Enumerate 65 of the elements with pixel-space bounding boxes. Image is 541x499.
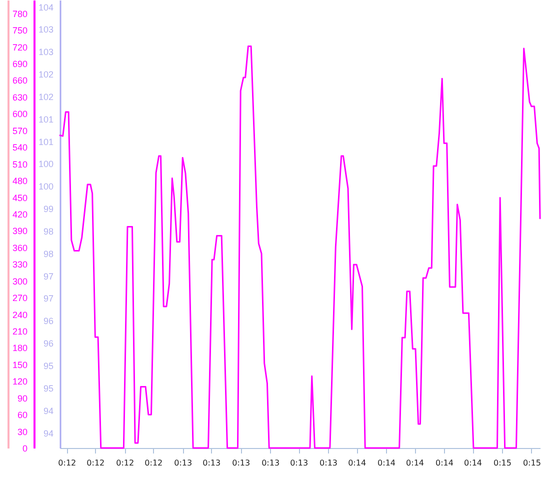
y-tick-label: 240 [12, 310, 28, 320]
y-tick-label: 330 [12, 260, 28, 270]
y-tick-label: 600 [12, 109, 28, 120]
y-tick-label: 120 [12, 376, 28, 387]
y-tick-label: 750 [12, 26, 28, 36]
y-tick-label: 720 [12, 42, 28, 52]
x-tick-label: 0:12 [58, 458, 76, 468]
y-tick-label: 150 [12, 360, 28, 370]
y2-tick-label: 94 [43, 428, 54, 438]
y2-tick-label: 101 [38, 136, 54, 147]
y-tick-label: 450 [12, 192, 28, 203]
y2-tick-label: 98 [43, 248, 54, 259]
y-tick-label: 570 [12, 126, 28, 136]
y2-tick-label: 94 [43, 406, 54, 416]
x-tick-label: 0:14 [406, 458, 424, 468]
y-tick-label: 300 [12, 276, 28, 286]
y2-tick-label: 101 [38, 114, 54, 124]
x-tick-label: 0:13 [202, 458, 221, 468]
y2-tick-label: 96 [43, 316, 54, 326]
x-tick-label: 0:14 [436, 458, 454, 468]
x-tick-label: 0:15 [493, 458, 512, 468]
x-tick-label: 0:14 [348, 458, 366, 468]
y2-tick-label: 95 [43, 383, 54, 394]
y2-tick-label: 102 [38, 70, 54, 80]
y-tick-label: 510 [12, 159, 28, 170]
y-tick-label: 360 [12, 242, 28, 253]
y-tick-label: 420 [12, 209, 28, 220]
y2-tick-label: 104 [38, 2, 54, 12]
y-tick-label: 0 [22, 444, 28, 454]
y-tick-label: 690 [12, 59, 28, 70]
x-tick-label: 0:13 [262, 458, 280, 468]
x-tick-label: 0:14 [378, 458, 396, 468]
y2-tick-label: 103 [38, 24, 54, 35]
y2-tick-label: 96 [43, 338, 54, 349]
y-tick-label: 60 [17, 410, 28, 420]
x-tick-label: 0:12 [86, 458, 105, 468]
y-tick-label: 780 [12, 8, 28, 19]
y2-tick-label: 99 [43, 204, 54, 214]
y-tick-label: 480 [12, 176, 28, 186]
y2-tick-label: 97 [43, 294, 54, 304]
y-tick-label: 540 [12, 142, 28, 153]
line-series [59, 46, 541, 449]
x-tick-label: 0:14 [464, 458, 482, 468]
y-tick-label: 270 [12, 293, 28, 304]
x-tick-label: 0:13 [174, 458, 192, 468]
x-tick-label: 0:13 [320, 458, 338, 468]
x-tick-label: 0:13 [232, 458, 250, 468]
y2-tick-label: 102 [38, 92, 54, 102]
y2-tick-label: 98 [43, 226, 54, 236]
y-tick-label: 90 [17, 393, 28, 404]
y-tick-label: 180 [12, 343, 28, 354]
y-tick-label: 390 [12, 226, 28, 236]
y2-tick-label: 100 [38, 159, 54, 170]
x-tick-label: 0:12 [116, 458, 134, 468]
y2-tick-label: 97 [43, 271, 54, 282]
y-tick-label: 210 [12, 326, 28, 336]
y2-tick-label: 103 [38, 47, 54, 58]
y2-tick-label: 95 [43, 361, 54, 372]
y-tick-label: 660 [12, 76, 28, 86]
y-tick-label: 30 [17, 426, 28, 437]
y-tick-label: 630 [12, 92, 28, 102]
x-tick-label: 0:15 [522, 458, 541, 468]
x-tick-label: 0:12 [144, 458, 163, 468]
y2-tick-label: 100 [38, 182, 54, 192]
x-tick-label: 0:13 [290, 458, 308, 468]
